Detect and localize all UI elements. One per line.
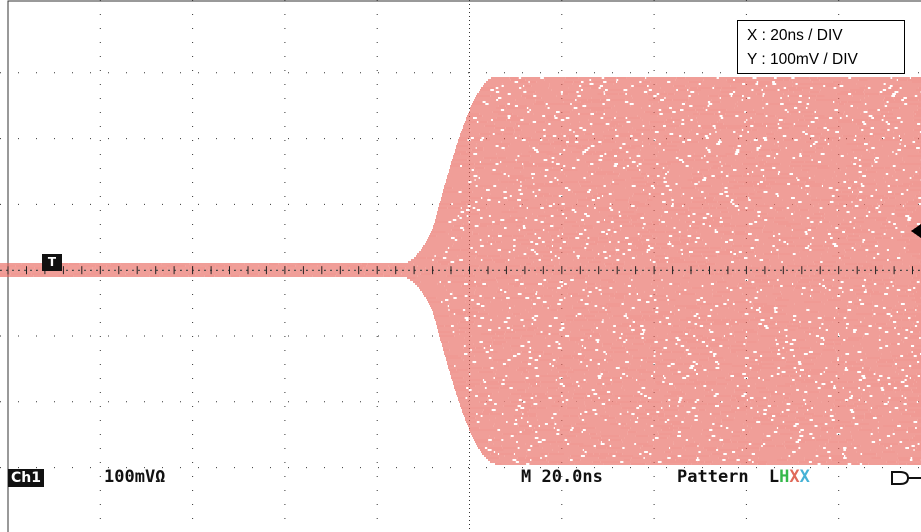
channel-badge[interactable]: Ch1 xyxy=(8,469,44,487)
channel-scale-readout: 100mVΩ xyxy=(104,467,166,487)
pattern-label: Pattern xyxy=(677,467,749,487)
signal-trace xyxy=(0,77,921,465)
pattern-char-3: X xyxy=(789,467,800,487)
center-axis-ticks xyxy=(0,266,921,275)
trigger-pattern-readout: Pattern LHXX xyxy=(677,466,810,488)
scale-legend: X : 20ns / DIV Y : 100mV / DIV xyxy=(737,20,905,74)
y-scale-label: Y : 100mV / DIV xyxy=(747,51,858,68)
trigger-level-arrow-icon[interactable] xyxy=(911,224,921,238)
trigger-gate-icon xyxy=(891,471,921,485)
x-scale-label: X : 20ns / DIV xyxy=(747,27,843,44)
pattern-char-2: H xyxy=(779,467,790,487)
trigger-position-marker[interactable]: T xyxy=(42,254,62,271)
pattern-char-4: X xyxy=(799,467,810,487)
pattern-char-1: L xyxy=(768,467,780,487)
timebase-readout: M 20.0ns xyxy=(521,467,603,487)
